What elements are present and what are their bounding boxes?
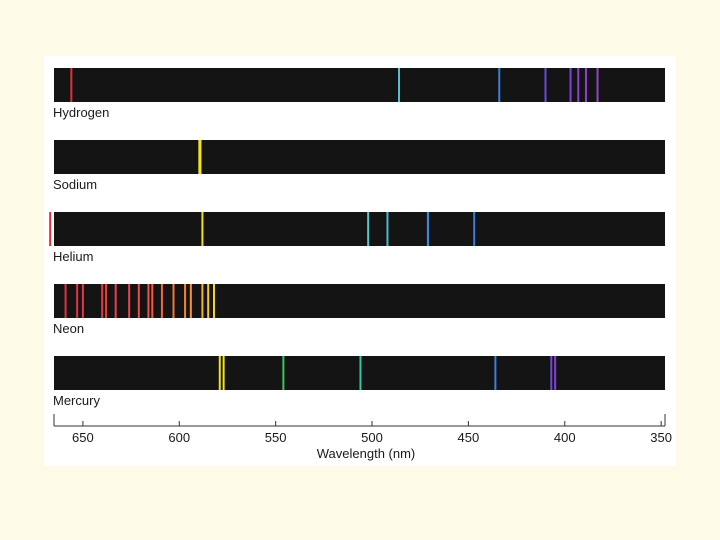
- emission-line-neon-16: [212, 284, 215, 318]
- spectra-figure: Hydrogen Sodium Helium Neon Mercury 650 600 550…: [44, 56, 676, 466]
- emission-line-mercury-2: [282, 356, 285, 390]
- emission-line-neon-13: [189, 284, 192, 318]
- emission-line-neon-9: [151, 284, 154, 318]
- emission-line-mercury-0: [218, 356, 221, 390]
- x-tick-label-450: 450: [458, 430, 480, 445]
- x-tick-label-600: 600: [168, 430, 190, 445]
- emission-line-mercury-4: [494, 356, 497, 390]
- emission-line-neon-15: [207, 284, 210, 318]
- emission-line-helium-3: [386, 212, 389, 246]
- emission-line-hydrogen-7: [596, 68, 599, 102]
- emission-line-hydrogen-3: [544, 68, 547, 102]
- emission-line-neon-10: [160, 284, 163, 318]
- emission-line-neon-1: [76, 284, 79, 318]
- x-tick-label-350: 350: [650, 430, 672, 445]
- spectrum-label-neon: Neon: [53, 321, 84, 336]
- emission-line-neon-0: [64, 284, 67, 318]
- spectrum-strip-hydrogen: [54, 68, 665, 102]
- emission-line-neon-6: [128, 284, 131, 318]
- emission-line-hydrogen-6: [584, 68, 587, 102]
- emission-line-neon-4: [105, 284, 108, 318]
- x-tick-label-550: 550: [265, 430, 287, 445]
- x-tick-label-650: 650: [72, 430, 94, 445]
- emission-line-neon-12: [184, 284, 187, 318]
- spectrum-label-sodium: Sodium: [53, 177, 97, 192]
- emission-line-helium-1: [201, 212, 204, 246]
- emission-line-helium-5: [473, 212, 476, 246]
- emission-line-neon-2: [81, 284, 84, 318]
- emission-line-neon-11: [172, 284, 175, 318]
- spectrum-label-hydrogen: Hydrogen: [53, 105, 109, 120]
- emission-line-neon-14: [201, 284, 204, 318]
- x-tick-label-500: 500: [361, 430, 383, 445]
- spectrum-strip-neon: [54, 284, 665, 318]
- emission-line-sodium-0: [199, 140, 202, 174]
- spectrum-label-helium: Helium: [53, 249, 93, 264]
- emission-line-hydrogen-1: [398, 68, 401, 102]
- emission-line-hydrogen-0: [70, 68, 73, 102]
- emission-line-neon-8: [147, 284, 150, 318]
- spectrum-strip-sodium: [54, 140, 665, 174]
- emission-line-helium-4: [426, 212, 429, 246]
- emission-line-mercury-5: [550, 356, 553, 390]
- spectrum-strip-helium: [54, 212, 665, 246]
- emission-line-hydrogen-2: [498, 68, 501, 102]
- emission-line-helium-2: [367, 212, 370, 246]
- emission-line-mercury-3: [359, 356, 362, 390]
- emission-line-mercury-6: [554, 356, 557, 390]
- emission-line-neon-7: [137, 284, 140, 318]
- x-axis-title: Wavelength (nm): [317, 446, 416, 461]
- emission-line-helium-0: [49, 212, 52, 246]
- x-tick-label-400: 400: [554, 430, 576, 445]
- emission-line-hydrogen-4: [569, 68, 572, 102]
- spectra-chart: Hydrogen Sodium Helium Neon Mercury 650 600 550…: [49, 68, 672, 461]
- spectrum-label-mercury: Mercury: [53, 393, 100, 408]
- emission-line-neon-3: [101, 284, 104, 318]
- emission-line-neon-5: [114, 284, 117, 318]
- emission-line-sodium-1: [198, 140, 201, 174]
- emission-line-hydrogen-5: [577, 68, 580, 102]
- emission-line-mercury-1: [222, 356, 225, 390]
